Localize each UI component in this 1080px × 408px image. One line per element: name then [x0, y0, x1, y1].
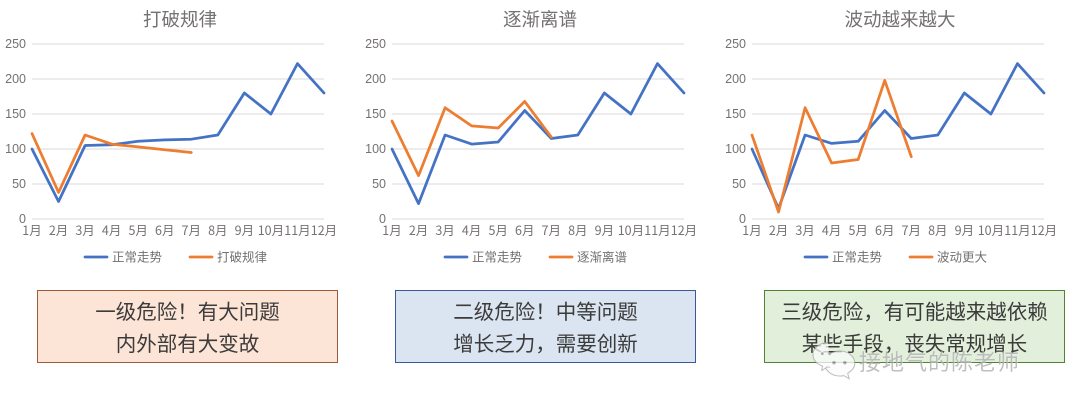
- svg-text:12月: 12月: [311, 220, 337, 239]
- svg-text:6月: 6月: [155, 220, 174, 239]
- svg-text:150: 150: [725, 107, 746, 121]
- svg-text:6月: 6月: [875, 220, 894, 239]
- svg-text:2月: 2月: [49, 220, 68, 239]
- svg-text:7月: 7月: [902, 220, 921, 239]
- svg-text:100: 100: [5, 142, 26, 156]
- svg-text:150: 150: [5, 107, 26, 121]
- svg-text:5月: 5月: [128, 220, 147, 239]
- svg-text:正常走势: 正常走势: [472, 247, 523, 265]
- svg-text:正常走势: 正常走势: [112, 247, 163, 265]
- svg-text:11月: 11月: [284, 220, 310, 239]
- svg-text:5月: 5月: [488, 220, 507, 239]
- svg-text:11月: 11月: [1004, 220, 1030, 239]
- svg-text:200: 200: [725, 72, 746, 86]
- svg-text:3月: 3月: [75, 220, 94, 239]
- svg-text:7月: 7月: [542, 220, 561, 239]
- svg-text:4月: 4月: [462, 220, 481, 239]
- svg-text:2月: 2月: [769, 220, 788, 239]
- svg-text:3月: 3月: [435, 220, 454, 239]
- svg-text:10月: 10月: [618, 220, 644, 239]
- svg-text:3月: 3月: [795, 220, 814, 239]
- svg-text:1月: 1月: [22, 220, 41, 239]
- svg-text:10月: 10月: [258, 220, 284, 239]
- svg-text:50: 50: [732, 177, 746, 191]
- svg-text:12月: 12月: [671, 220, 697, 239]
- svg-text:100: 100: [365, 142, 386, 156]
- svg-text:200: 200: [5, 72, 26, 86]
- svg-text:150: 150: [365, 107, 386, 121]
- svg-text:250: 250: [365, 37, 386, 51]
- svg-text:5月: 5月: [848, 220, 867, 239]
- svg-text:2月: 2月: [409, 220, 428, 239]
- svg-text:250: 250: [5, 37, 26, 51]
- svg-text:1月: 1月: [742, 220, 761, 239]
- svg-text:1月: 1月: [382, 220, 401, 239]
- svg-text:10月: 10月: [978, 220, 1004, 239]
- svg-text:9月: 9月: [955, 220, 974, 239]
- svg-text:正常走势: 正常走势: [832, 247, 883, 265]
- svg-text:8月: 8月: [568, 220, 587, 239]
- svg-text:9月: 9月: [595, 220, 614, 239]
- svg-text:7月: 7月: [182, 220, 201, 239]
- svg-text:逐渐离谱: 逐渐离谱: [577, 247, 627, 265]
- svg-text:4月: 4月: [102, 220, 121, 239]
- svg-text:6月: 6月: [515, 220, 534, 239]
- svg-text:50: 50: [12, 177, 26, 191]
- svg-text:11月: 11月: [644, 220, 670, 239]
- svg-text:打破规律: 打破规律: [217, 247, 267, 265]
- svg-text:100: 100: [725, 142, 746, 156]
- svg-text:8月: 8月: [208, 220, 227, 239]
- svg-text:8月: 8月: [928, 220, 947, 239]
- svg-text:4月: 4月: [822, 220, 841, 239]
- svg-text:波动更大: 波动更大: [937, 247, 987, 265]
- svg-text:50: 50: [372, 177, 386, 191]
- svg-text:200: 200: [365, 72, 386, 86]
- svg-text:12月: 12月: [1031, 220, 1057, 239]
- svg-text:9月: 9月: [235, 220, 254, 239]
- svg-text:250: 250: [725, 37, 746, 51]
